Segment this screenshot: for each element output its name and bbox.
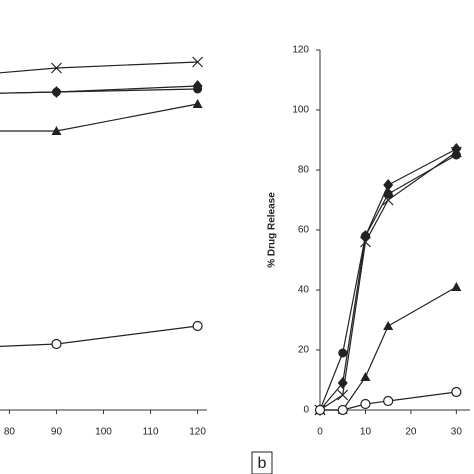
marker (451, 282, 462, 291)
marker (193, 84, 203, 94)
marker (383, 189, 393, 199)
plot-area (314, 143, 462, 416)
marker (51, 126, 62, 135)
marker (192, 99, 203, 108)
marker (450, 146, 462, 158)
marker (383, 395, 394, 407)
y-tick-label: 100 (292, 105, 309, 116)
y-tick-label: 120 (292, 45, 309, 56)
y-axis-label: % Drug Release (267, 192, 278, 268)
marker (360, 236, 371, 248)
x-tick-label: 10 (360, 427, 372, 438)
x-tick-label: 120 (189, 427, 206, 438)
marker (451, 150, 461, 160)
series-line (0, 325, 198, 348)
x-tick-label: 0 (317, 427, 323, 438)
x-tick-label: 20 (405, 427, 417, 438)
x-tick-label: 90 (51, 427, 63, 438)
marker (382, 194, 394, 206)
y-tick-label: 40 (298, 285, 310, 296)
marker (451, 386, 462, 398)
y-tick-label: 60 (298, 225, 310, 236)
marker (51, 87, 61, 97)
x-tick-label: 30 (451, 427, 463, 438)
series-line (0, 61, 198, 74)
series-line (320, 286, 457, 411)
y-tick-label: 0 (303, 405, 309, 416)
x-tick-label: 110 (143, 427, 159, 438)
marker (338, 348, 348, 358)
panel-label-box (251, 451, 273, 474)
marker (192, 320, 203, 332)
marker (51, 62, 62, 74)
marker (337, 404, 348, 416)
marker (314, 404, 326, 416)
marker (337, 389, 349, 401)
x-tick-label: 100 (95, 427, 112, 438)
y-tick-label: 20 (298, 345, 310, 356)
x-tick-label: 80 (4, 427, 16, 438)
plot-area (0, 56, 204, 350)
marker (383, 321, 394, 330)
marker (360, 398, 371, 410)
y-tick-label: 80 (298, 165, 310, 176)
marker (360, 372, 371, 381)
panel-label: b (258, 455, 267, 472)
marker (383, 179, 394, 191)
marker (192, 56, 204, 68)
series-line (0, 103, 198, 132)
marker (51, 338, 62, 350)
